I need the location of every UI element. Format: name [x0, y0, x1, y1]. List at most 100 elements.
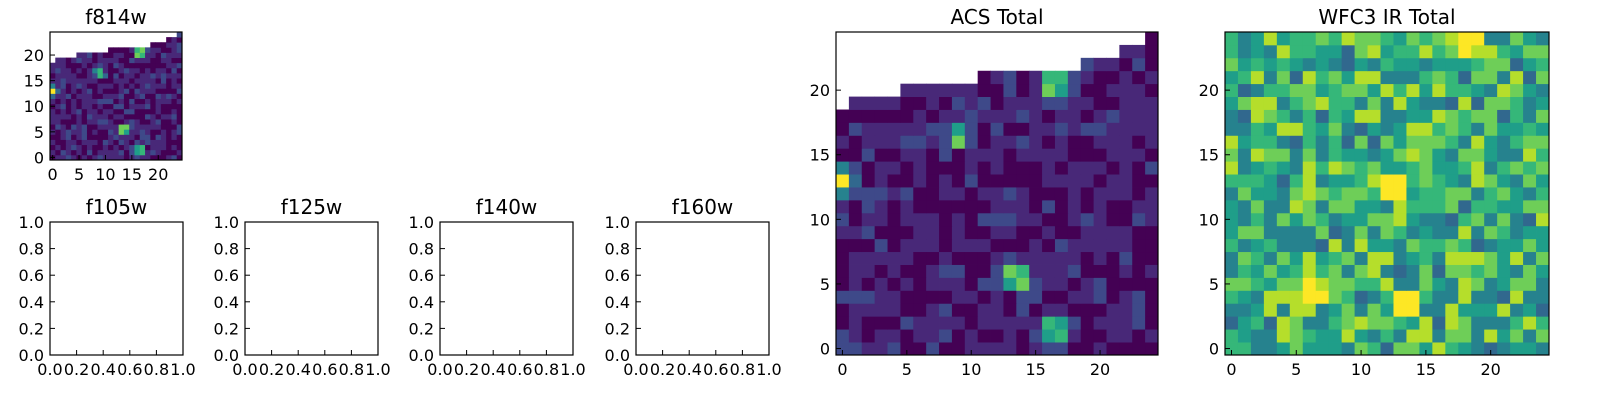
pixel-cell — [76, 67, 83, 74]
pixel-cell — [1419, 212, 1433, 227]
pixel-cell — [108, 113, 114, 120]
pixel-cell — [1328, 264, 1343, 278]
pixel-cell — [887, 329, 901, 343]
pixel-cell — [1237, 303, 1252, 317]
pixel-cell — [129, 67, 135, 74]
pixel-cell — [176, 83, 183, 89]
pixel-cell — [1510, 161, 1524, 175]
pixel-cell — [1367, 238, 1381, 253]
pixel-cell — [123, 154, 130, 161]
pixel-cell — [1497, 199, 1511, 214]
pixel-cell — [150, 144, 156, 151]
pixel-cell — [65, 88, 72, 94]
x-tick-label: 10 — [95, 165, 115, 184]
pixel-cell — [155, 134, 162, 140]
pixel-cell — [1042, 187, 1056, 201]
pixel-cell — [102, 93, 109, 99]
pixel-cell — [1067, 148, 1082, 162]
pixel-cell — [97, 119, 104, 125]
pixel-cell — [1225, 122, 1239, 136]
pixel-cell — [1445, 251, 1459, 265]
pixel-cell — [108, 88, 114, 94]
x-tick-label: 0.6 — [507, 360, 532, 379]
pixel-cell — [913, 135, 927, 149]
pixel-cell — [86, 62, 93, 69]
pixel-cell — [86, 88, 93, 94]
pixel-cell — [848, 96, 863, 110]
pixel-cell — [65, 129, 72, 135]
pixel-cell — [1250, 199, 1265, 214]
pixel-cell — [1419, 290, 1433, 304]
pixel-cell — [1471, 83, 1485, 97]
pixel-cell — [145, 78, 151, 84]
pixel-cell — [1042, 174, 1056, 188]
pixel-cell — [939, 303, 953, 317]
pixel-cell — [1263, 70, 1278, 85]
pixel-cell — [139, 139, 146, 146]
pixel-cell — [1523, 290, 1537, 304]
pixel-cell — [1080, 199, 1094, 214]
pixel-cell — [990, 264, 1004, 278]
pixel-cell — [1067, 83, 1082, 97]
pixel-cell — [977, 174, 991, 188]
pixel-cell — [1367, 135, 1381, 149]
x-tick-label: 20 — [1090, 360, 1110, 379]
pixel-cell — [990, 174, 1004, 188]
pixel-cell — [1315, 329, 1330, 343]
pixel-cell — [171, 93, 178, 99]
pixel-cell — [1432, 290, 1446, 304]
pixel-cell — [913, 290, 927, 304]
pixel-cell — [861, 290, 876, 304]
pixel-cell — [55, 78, 61, 84]
pixel-cell — [1523, 174, 1537, 188]
pixel-cell — [1484, 109, 1498, 123]
pixel-cell — [1132, 212, 1146, 227]
pixel-cell — [150, 124, 156, 130]
pixel-cell — [848, 122, 863, 136]
pixel-cell — [926, 96, 940, 110]
panel-title: ACS Total — [950, 5, 1043, 29]
pixel-cell — [1419, 148, 1433, 162]
pixel-cell — [166, 119, 172, 125]
pixel-cell — [1237, 57, 1252, 72]
pixel-cell — [150, 149, 156, 156]
pixel-cell — [113, 57, 120, 64]
pixel-cell — [76, 108, 83, 115]
pixel-cell — [1054, 303, 1069, 317]
pixel-cell — [1510, 122, 1524, 136]
pixel-cell — [1145, 277, 1159, 291]
pixel-cell — [1406, 187, 1420, 201]
pixel-cell — [1510, 277, 1524, 291]
pixel-cell — [1145, 303, 1159, 317]
pixel-cell — [1406, 161, 1420, 175]
pixel-cell — [1432, 212, 1446, 227]
pixel-cell — [1393, 122, 1407, 136]
pixel-cell — [1341, 277, 1355, 291]
pixel-cell — [1341, 109, 1355, 123]
pixel-cell — [1093, 148, 1107, 162]
pixel-cell — [990, 290, 1004, 304]
pixel-cell — [1003, 329, 1017, 343]
pixel-cell — [848, 148, 863, 162]
pixel-cell — [1276, 70, 1291, 85]
pixel-cell — [1471, 238, 1485, 253]
pixel-cell — [1458, 135, 1472, 149]
pixel-cell — [155, 144, 162, 151]
pixel-cell — [1016, 316, 1030, 330]
pixel-cell — [1406, 212, 1420, 227]
pixel-cell — [81, 88, 88, 94]
pixel-cell — [1302, 187, 1317, 201]
pixel-cell — [134, 154, 141, 161]
pixel-cell — [1080, 148, 1094, 162]
pixel-cell — [1432, 161, 1446, 175]
pixel-cell — [1367, 225, 1381, 240]
pixel-cell — [113, 62, 120, 69]
pixel-cell — [861, 96, 876, 110]
pixel-cell — [166, 93, 172, 99]
pixel-cell — [1523, 122, 1537, 136]
pixel-cell — [848, 303, 863, 317]
y-tick-label: 0.4 — [214, 293, 239, 312]
pixel-cell — [1225, 225, 1239, 240]
pixel-cell — [977, 70, 991, 85]
